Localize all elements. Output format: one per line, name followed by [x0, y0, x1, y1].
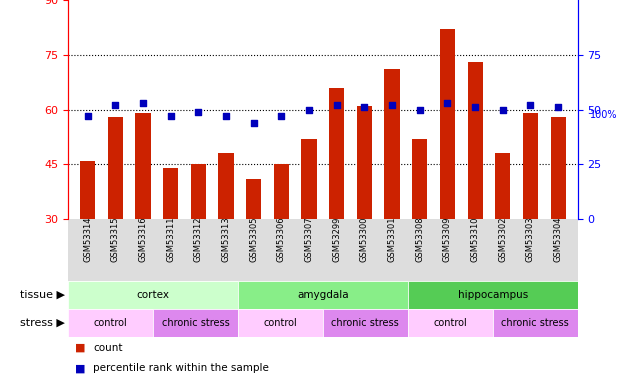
Bar — [468, 62, 483, 328]
Text: stress ▶: stress ▶ — [20, 318, 65, 328]
Bar — [153, 309, 238, 337]
Point — [387, 102, 397, 108]
Bar — [135, 113, 151, 328]
Bar — [357, 106, 372, 328]
Bar — [219, 153, 233, 328]
Bar — [551, 117, 566, 328]
Bar — [492, 309, 578, 337]
Point — [553, 104, 563, 110]
Bar — [301, 139, 317, 328]
Text: hippocampus: hippocampus — [458, 290, 528, 300]
Bar — [238, 281, 408, 309]
Bar — [384, 69, 400, 328]
Point — [525, 102, 535, 108]
Text: chronic stress: chronic stress — [161, 318, 230, 328]
Bar — [246, 179, 261, 328]
Text: tissue ▶: tissue ▶ — [20, 290, 65, 300]
Text: ■: ■ — [75, 343, 85, 352]
Bar — [495, 153, 510, 328]
Point — [415, 106, 425, 112]
Point — [443, 100, 453, 106]
Point — [166, 113, 176, 119]
Text: amygdala: amygdala — [297, 290, 349, 300]
Bar — [274, 164, 289, 328]
Bar — [323, 309, 408, 337]
Text: ■: ■ — [75, 363, 85, 373]
Bar — [68, 281, 238, 309]
Point — [111, 102, 120, 108]
Point — [138, 100, 148, 106]
Bar — [238, 309, 323, 337]
Bar — [408, 309, 492, 337]
Point — [249, 120, 259, 126]
Point — [360, 104, 369, 110]
Text: chronic stress: chronic stress — [332, 318, 399, 328]
Text: count: count — [93, 343, 123, 352]
Point — [193, 109, 203, 115]
Text: control: control — [94, 318, 128, 328]
Point — [276, 113, 286, 119]
Bar — [108, 117, 123, 328]
Bar — [191, 164, 206, 328]
Bar — [68, 309, 153, 337]
Bar — [329, 88, 345, 328]
Y-axis label: 100%: 100% — [591, 110, 618, 120]
Text: cortex: cortex — [137, 290, 170, 300]
Point — [221, 113, 231, 119]
Bar — [440, 29, 455, 328]
Point — [83, 113, 93, 119]
Bar — [80, 160, 95, 328]
Text: chronic stress: chronic stress — [501, 318, 569, 328]
Text: percentile rank within the sample: percentile rank within the sample — [93, 363, 269, 373]
Text: control: control — [263, 318, 297, 328]
Point — [332, 102, 342, 108]
Bar — [163, 168, 178, 328]
Bar — [408, 281, 578, 309]
Text: control: control — [433, 318, 467, 328]
Bar — [412, 139, 427, 328]
Point — [304, 106, 314, 112]
Point — [470, 104, 480, 110]
Bar — [523, 113, 538, 328]
Point — [498, 106, 508, 112]
